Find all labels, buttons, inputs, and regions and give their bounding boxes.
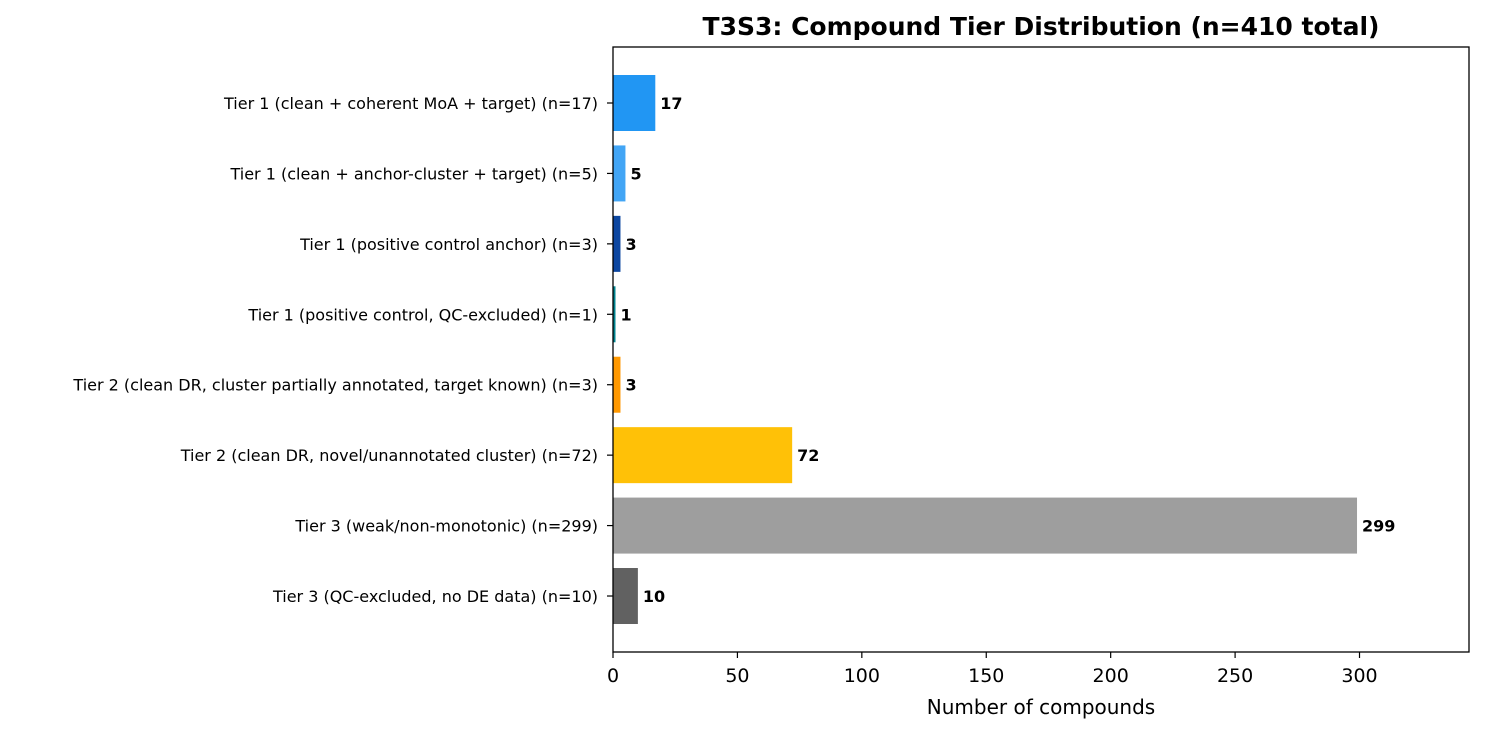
- x-tick-label: 150: [968, 665, 1004, 687]
- category-label: Tier 2 (clean DR, novel/unannotated clus…: [180, 446, 598, 465]
- category-label: Tier 2 (clean DR, cluster partially anno…: [72, 376, 598, 395]
- x-tick-label: 250: [1217, 665, 1253, 687]
- x-tick-label: 200: [1093, 665, 1129, 687]
- x-axis-label: Number of compounds: [927, 695, 1155, 719]
- chart-title: T3S3: Compound Tier Distribution (n=410 …: [703, 12, 1380, 41]
- bar: [613, 215, 621, 272]
- value-label: 299: [1362, 517, 1395, 536]
- bar: [613, 75, 656, 131]
- value-label: 1: [620, 305, 631, 324]
- value-label: 3: [625, 235, 636, 254]
- category-label: Tier 1 (clean + coherent MoA + target) (…: [223, 94, 598, 113]
- x-tick-label: 0: [607, 665, 619, 687]
- category-label: Tier 3 (QC-excluded, no DE data) (n=10): [272, 587, 598, 606]
- x-tick-label: 50: [725, 665, 749, 687]
- value-label: 5: [630, 164, 641, 183]
- category-label: Tier 1 (positive control, QC-excluded) (…: [247, 305, 598, 324]
- bar: [613, 497, 1358, 554]
- x-tick-label: 300: [1341, 665, 1377, 687]
- value-label: 3: [625, 376, 636, 395]
- value-label: 17: [660, 94, 682, 113]
- x-tick-label: 100: [844, 665, 880, 687]
- bar: [613, 568, 638, 625]
- bar: [613, 356, 621, 413]
- value-label: 10: [643, 587, 665, 606]
- category-label: Tier 1 (clean + anchor-cluster + target)…: [229, 164, 598, 183]
- bar: [613, 145, 626, 202]
- value-label: 72: [797, 446, 819, 465]
- bar: [613, 427, 793, 484]
- category-label: Tier 1 (positive control anchor) (n=3): [299, 235, 598, 254]
- bar: [613, 286, 616, 343]
- category-label: Tier 3 (weak/non-monotonic) (n=299): [294, 517, 598, 536]
- plot-frame: [612, 46, 1470, 653]
